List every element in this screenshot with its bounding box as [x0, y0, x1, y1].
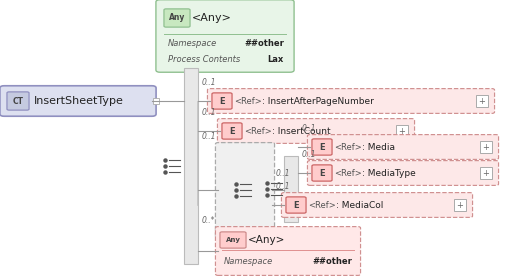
- Text: ##other: ##other: [312, 256, 351, 266]
- Text: 0..1: 0..1: [202, 78, 216, 87]
- Bar: [153, 98, 159, 104]
- FancyBboxPatch shape: [207, 89, 494, 113]
- Bar: [395, 125, 407, 137]
- Text: : MediaCol: : MediaCol: [335, 201, 383, 210]
- Text: ##other: ##other: [244, 40, 284, 49]
- FancyBboxPatch shape: [215, 227, 360, 275]
- FancyBboxPatch shape: [215, 143, 274, 237]
- FancyBboxPatch shape: [212, 93, 232, 109]
- Text: 0..1: 0..1: [301, 124, 316, 133]
- FancyBboxPatch shape: [281, 193, 472, 217]
- Text: E: E: [229, 126, 234, 136]
- FancyBboxPatch shape: [307, 161, 498, 185]
- Text: +: +: [398, 126, 405, 136]
- Text: <Ref>: <Ref>: [234, 97, 261, 105]
- Text: E: E: [319, 169, 324, 177]
- FancyBboxPatch shape: [0, 86, 156, 116]
- Text: InsertSheetType: InsertSheetType: [34, 96, 124, 106]
- Text: <Any>: <Any>: [191, 13, 232, 23]
- Text: 0..*: 0..*: [202, 216, 215, 225]
- FancyBboxPatch shape: [286, 197, 305, 213]
- Text: <Ref>: <Ref>: [333, 169, 361, 177]
- Text: 0..1: 0..1: [202, 108, 216, 117]
- Text: Process Contents: Process Contents: [167, 56, 240, 64]
- Text: +: +: [482, 169, 489, 177]
- Text: : Media: : Media: [361, 143, 394, 151]
- FancyBboxPatch shape: [219, 232, 245, 248]
- FancyBboxPatch shape: [163, 9, 190, 27]
- Bar: [475, 95, 487, 107]
- Text: E: E: [219, 97, 224, 105]
- Text: Namespace: Namespace: [223, 256, 273, 266]
- Text: +: +: [477, 97, 485, 105]
- Text: <Any>: <Any>: [247, 235, 285, 245]
- Text: Namespace: Namespace: [167, 40, 217, 49]
- Text: Any: Any: [225, 237, 240, 243]
- FancyBboxPatch shape: [156, 0, 294, 72]
- Bar: [479, 167, 491, 179]
- Bar: [184, 68, 197, 264]
- Text: <Ref>: <Ref>: [333, 143, 361, 151]
- Bar: [284, 156, 297, 222]
- Text: CT: CT: [13, 97, 23, 105]
- Bar: [479, 141, 491, 153]
- Text: : MediaType: : MediaType: [361, 169, 415, 177]
- Text: <Ref>: <Ref>: [307, 201, 335, 210]
- FancyBboxPatch shape: [217, 119, 414, 143]
- Text: 0..1: 0..1: [202, 132, 216, 141]
- FancyBboxPatch shape: [221, 123, 242, 139]
- FancyBboxPatch shape: [307, 134, 498, 159]
- FancyBboxPatch shape: [312, 139, 331, 155]
- Text: +: +: [456, 201, 463, 210]
- FancyBboxPatch shape: [312, 165, 331, 181]
- Text: : InsertCount: : InsertCount: [271, 126, 330, 136]
- Text: E: E: [319, 143, 324, 151]
- Text: <Ref>: <Ref>: [243, 126, 271, 136]
- Text: 0..1: 0..1: [301, 150, 316, 159]
- Text: Any: Any: [168, 13, 185, 23]
- Bar: [453, 199, 465, 211]
- Text: Lax: Lax: [267, 56, 284, 64]
- FancyBboxPatch shape: [7, 92, 29, 110]
- Text: 0..1: 0..1: [275, 182, 290, 191]
- Text: E: E: [293, 201, 298, 210]
- Text: 0..1: 0..1: [275, 169, 290, 178]
- Text: : InsertAfterPageNumber: : InsertAfterPageNumber: [262, 97, 373, 105]
- Text: +: +: [482, 143, 489, 151]
